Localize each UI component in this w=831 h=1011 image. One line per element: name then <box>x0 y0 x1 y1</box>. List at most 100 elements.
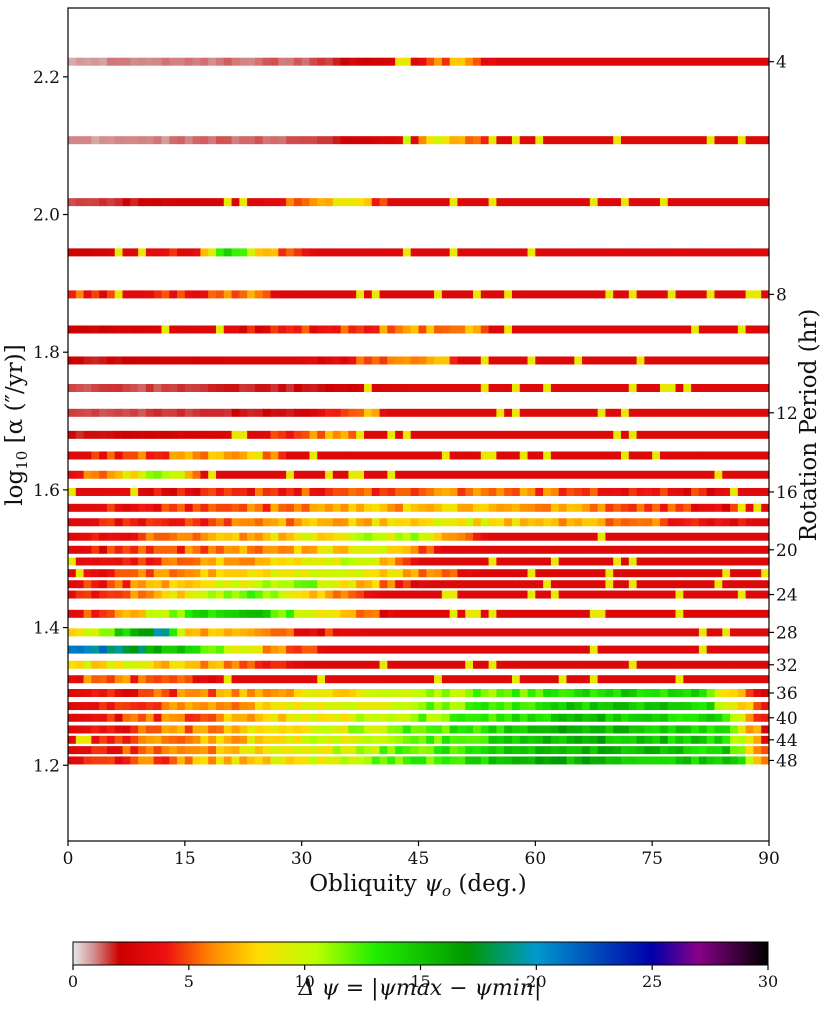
heatmap-cell <box>223 569 232 578</box>
heatmap-cell <box>161 290 170 299</box>
heatmap-cell <box>613 628 622 637</box>
heatmap-cell <box>473 136 482 145</box>
heatmap-cell <box>480 451 489 460</box>
heatmap-cell <box>286 645 295 654</box>
heatmap-cell <box>192 136 201 145</box>
heatmap-cell <box>254 713 264 722</box>
heatmap-cell <box>286 660 295 669</box>
heatmap-cell <box>340 569 349 578</box>
heatmap-cell <box>286 628 295 637</box>
heatmap-cell <box>177 384 186 393</box>
heatmap-cell <box>706 725 715 734</box>
heatmap-cell <box>574 518 583 527</box>
heatmap-cell <box>675 702 684 711</box>
heatmap-cell <box>325 713 334 722</box>
heatmap-cell <box>317 609 326 618</box>
heatmap-cell <box>239 580 248 589</box>
heatmap-cell <box>215 746 225 755</box>
heatmap-cell <box>153 725 162 734</box>
heatmap-cell <box>761 545 769 554</box>
heatmap-cell <box>652 688 661 697</box>
heatmap-cell <box>628 451 637 460</box>
heatmap-cell <box>449 470 458 479</box>
heatmap-cell <box>745 532 754 541</box>
heatmap-cell <box>161 609 170 618</box>
heatmap-cell <box>527 545 536 554</box>
heatmap-cell <box>636 325 645 334</box>
heatmap-cell <box>589 503 599 512</box>
heatmap-cell <box>496 660 505 669</box>
heatmap-cell <box>169 408 178 417</box>
heatmap-cell <box>223 198 232 207</box>
heatmap-cell <box>457 57 466 66</box>
heatmap-cell <box>714 248 723 257</box>
heatmap-cell <box>239 645 248 654</box>
colorbar-tick-label: 25 <box>642 972 662 991</box>
heatmap-cell <box>262 487 271 496</box>
heatmap-cell <box>691 325 700 334</box>
heatmap-cell <box>683 451 692 460</box>
heatmap-cell <box>239 470 248 479</box>
heatmap-cell <box>644 545 653 554</box>
heatmap-cell <box>387 660 396 669</box>
heatmap-cell <box>706 609 715 618</box>
heatmap-cell <box>309 580 318 589</box>
heatmap-cell <box>488 609 497 618</box>
heatmap-cell <box>691 675 700 684</box>
heatmap-cell <box>558 713 567 722</box>
heatmap-cell <box>480 735 489 744</box>
heatmap-cell <box>184 756 194 765</box>
heatmap-cell <box>184 590 194 599</box>
heatmap-cell <box>597 545 606 554</box>
heatmap-cell <box>99 746 108 755</box>
heatmap-cell <box>511 590 521 599</box>
heatmap-cell <box>379 628 388 637</box>
heatmap-cell <box>309 628 318 637</box>
heatmap-cell <box>317 756 326 765</box>
heatmap-cell <box>753 735 762 744</box>
heatmap-cell <box>223 609 232 618</box>
heatmap-cell <box>644 248 653 257</box>
heatmap-cell <box>714 609 723 618</box>
x-tick-label: 0 <box>63 849 74 869</box>
heatmap-cell <box>223 325 232 334</box>
heatmap-cell <box>387 580 396 589</box>
heatmap-cell <box>511 675 521 684</box>
heatmap-cell <box>589 590 599 599</box>
heatmap-cell <box>613 557 622 566</box>
heatmap-cell <box>480 384 489 393</box>
heatmap-cell <box>519 590 528 599</box>
heatmap-cell <box>223 688 232 697</box>
heatmap-cell <box>675 470 684 479</box>
heatmap-cell <box>208 725 217 734</box>
heatmap-cell <box>582 688 591 697</box>
heatmap-cell <box>83 557 92 566</box>
heatmap-cell <box>535 557 544 566</box>
heatmap-cell <box>698 451 708 460</box>
heatmap-cell <box>325 503 334 512</box>
heatmap-cell <box>99 756 108 765</box>
heatmap-cell <box>730 408 739 417</box>
heatmap-cell <box>597 518 606 527</box>
heatmap-cell <box>363 675 373 684</box>
heatmap-cell <box>153 557 162 566</box>
heatmap-cell <box>636 136 645 145</box>
heatmap-cell <box>293 430 303 439</box>
heatmap-cell <box>122 628 131 637</box>
heatmap-cell <box>473 518 482 527</box>
heatmap-cell <box>737 746 747 755</box>
heatmap-cell <box>161 248 170 257</box>
heatmap-cell <box>574 628 583 637</box>
heatmap-cell <box>145 746 155 755</box>
heatmap-cell <box>706 735 715 744</box>
heatmap-cell <box>691 57 700 66</box>
heatmap-cell <box>363 532 373 541</box>
heatmap-cell <box>387 545 396 554</box>
heatmap-cell <box>192 248 201 257</box>
heatmap-cell <box>153 645 162 654</box>
heatmap-cell <box>177 198 186 207</box>
heatmap-cell <box>68 713 77 722</box>
heatmap-cell <box>527 628 536 637</box>
x-tick-label: 60 <box>525 849 547 869</box>
heatmap-cell <box>270 198 279 207</box>
